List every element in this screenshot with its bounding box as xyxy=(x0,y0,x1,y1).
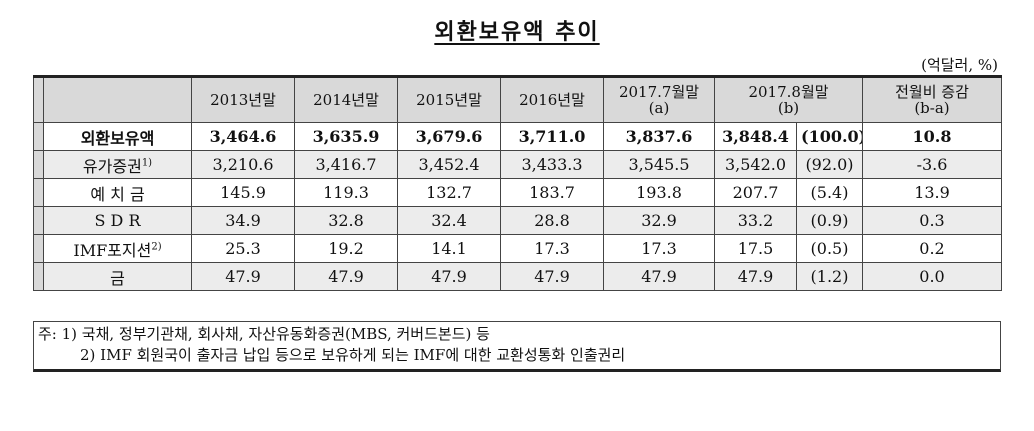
header-change: 전월비 증감 (b-a) xyxy=(862,76,1002,123)
value-cell: 19.2 xyxy=(294,234,398,263)
value-cell: 3,635.9 xyxy=(294,122,398,151)
value-cell: 17.5 xyxy=(714,234,797,263)
share-cell: (5.4) xyxy=(796,178,863,207)
value-cell: 193.8 xyxy=(603,178,715,207)
value-cell: 47.9 xyxy=(397,262,501,291)
header-2017-7: 2017.7월말 (a) xyxy=(603,76,715,123)
value-cell: 3,542.0 xyxy=(714,150,797,179)
value-cell: 17.3 xyxy=(500,234,604,263)
value-cell: 32.4 xyxy=(397,206,501,235)
stub-cell xyxy=(33,206,44,235)
value-cell: 145.9 xyxy=(191,178,295,207)
row-label: IMF포지션2) xyxy=(43,234,192,263)
footnote-line-1: 주: 1) 국채, 정부기관채, 회사채, 자산유동화증권(MBS, 커버드본드… xyxy=(38,325,490,343)
footnote-line-2: 2) IMF 회원국이 출자금 납입 등으로 보유하게 되는 IMF에 대한 교… xyxy=(80,346,626,364)
value-cell: 28.8 xyxy=(500,206,604,235)
change-cell: 0.0 xyxy=(862,262,1002,291)
unit-label: (억달러, %) xyxy=(921,56,998,74)
stub-cell xyxy=(33,234,44,263)
share-cell: (1.2) xyxy=(796,262,863,291)
header-label-cell xyxy=(43,76,192,123)
value-cell: 3,837.6 xyxy=(603,122,715,151)
table-row: 외환보유액 3,464.6 3,635.9 3,679.6 3,711.0 3,837.6… xyxy=(33,122,1002,151)
row-label: S D R xyxy=(43,206,192,235)
value-cell: 17.3 xyxy=(603,234,715,263)
change-cell: 13.9 xyxy=(862,178,1002,207)
stub-cell xyxy=(33,262,44,291)
stub-cell xyxy=(33,178,44,207)
value-cell: 132.7 xyxy=(397,178,501,207)
value-cell: 14.1 xyxy=(397,234,501,263)
share-cell: (0.5) xyxy=(796,234,863,263)
footnote: 주: 1) 국채, 정부기관채, 회사채, 자산유동화증권(MBS, 커버드본드… xyxy=(33,321,1001,372)
value-cell: 119.3 xyxy=(294,178,398,207)
page-title: 외환보유액 추이 xyxy=(434,19,600,45)
value-cell: 32.9 xyxy=(603,206,715,235)
table-row: 금 47.9 47.9 47.9 47.9 47.9 47.9 (1.2) 0.0 xyxy=(33,262,1002,291)
table-row: S D R 34.9 32.8 32.4 28.8 32.9 33.2 (0.9) 0.3 xyxy=(33,206,1002,235)
table-row: 예 치 금 145.9 119.3 132.7 183.7 193.8 207.7 (5.4)… xyxy=(33,178,1002,207)
value-cell: 3,433.3 xyxy=(500,150,604,179)
value-cell: 3,464.6 xyxy=(191,122,295,151)
value-cell: 25.3 xyxy=(191,234,295,263)
table-header-row: 2013년말 2014년말 2015년말 2016년말 2017.7월말 (a) … xyxy=(33,76,1002,123)
share-cell: (100.0) xyxy=(796,122,863,151)
stub-cell xyxy=(33,76,44,123)
value-cell: 47.9 xyxy=(603,262,715,291)
value-cell: 3,452.4 xyxy=(397,150,501,179)
value-cell: 47.9 xyxy=(294,262,398,291)
value-cell: 3,679.6 xyxy=(397,122,501,151)
value-cell: 33.2 xyxy=(714,206,797,235)
header-2016: 2016년말 xyxy=(500,76,604,123)
change-cell: -3.6 xyxy=(862,150,1002,179)
value-cell: 32.8 xyxy=(294,206,398,235)
value-cell: 183.7 xyxy=(500,178,604,207)
row-label: 유가증권1) xyxy=(43,150,192,179)
row-label: 금 xyxy=(43,262,192,291)
header-2013: 2013년말 xyxy=(191,76,295,123)
value-cell: 47.9 xyxy=(714,262,797,291)
value-cell: 3,416.7 xyxy=(294,150,398,179)
change-cell: 0.3 xyxy=(862,206,1002,235)
value-cell: 3,848.4 xyxy=(714,122,797,151)
value-cell: 207.7 xyxy=(714,178,797,207)
table-row: IMF포지션2) 25.3 19.2 14.1 17.3 17.3 17.5 (0.5) 0.2 xyxy=(33,234,1002,263)
table-row: 유가증권1) 3,210.6 3,416.7 3,452.4 3,433.3 3,545.… xyxy=(33,150,1002,179)
stub-cell xyxy=(33,150,44,179)
table-body: 외환보유액 3,464.6 3,635.9 3,679.6 3,711.0 3,837.6… xyxy=(33,122,1002,291)
row-label: 예 치 금 xyxy=(43,178,192,207)
value-cell: 3,210.6 xyxy=(191,150,295,179)
header-2015: 2015년말 xyxy=(397,76,501,123)
value-cell: 3,545.5 xyxy=(603,150,715,179)
change-cell: 10.8 xyxy=(862,122,1002,151)
reserves-table: 2013년말 2014년말 2015년말 2016년말 2017.7월말 (a) … xyxy=(33,75,1002,291)
share-cell: (92.0) xyxy=(796,150,863,179)
value-cell: 47.9 xyxy=(191,262,295,291)
change-cell: 0.2 xyxy=(862,234,1002,263)
share-cell: (0.9) xyxy=(796,206,863,235)
value-cell: 47.9 xyxy=(500,262,604,291)
header-2014: 2014년말 xyxy=(294,76,398,123)
value-cell: 34.9 xyxy=(191,206,295,235)
value-cell: 3,711.0 xyxy=(500,122,604,151)
stub-cell xyxy=(33,122,44,151)
header-2017-8: 2017.8월말 (b) xyxy=(714,76,863,123)
row-label: 외환보유액 xyxy=(43,122,192,151)
